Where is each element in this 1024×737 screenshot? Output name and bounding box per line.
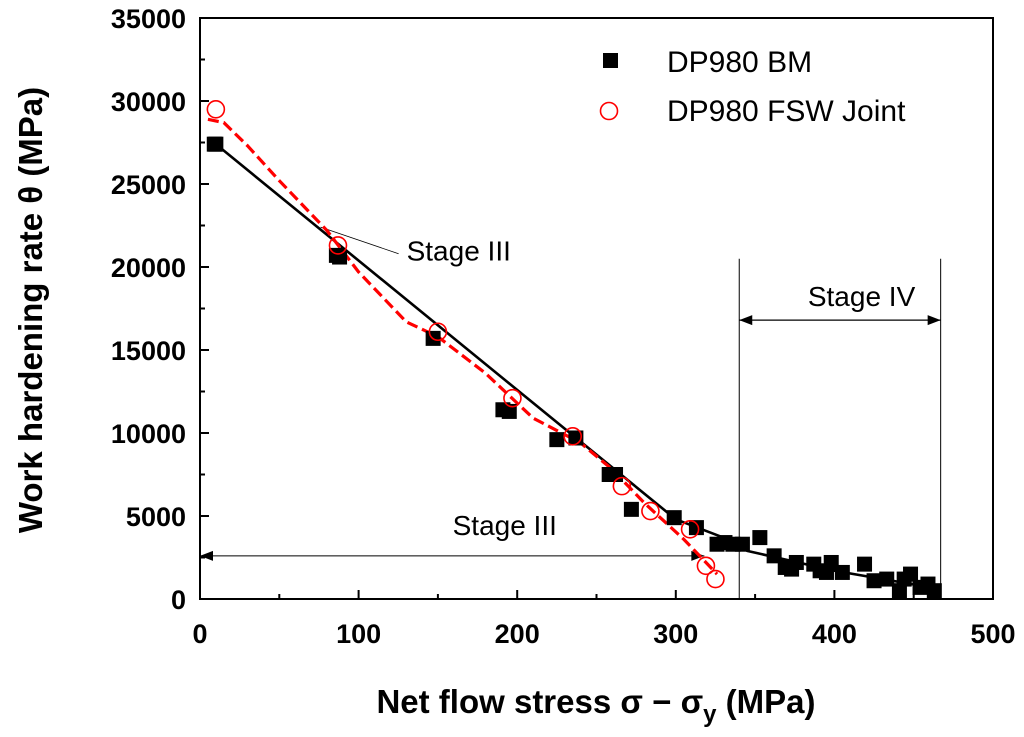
bm-data-point xyxy=(688,520,704,536)
bm-data-point xyxy=(623,501,639,517)
bm-data-point xyxy=(857,556,873,572)
bm-data-point xyxy=(734,536,750,552)
fsw-data-point xyxy=(696,556,716,576)
fsw-data-point xyxy=(503,388,522,408)
x-tick-labels: 0 100 200 300 400 500 xyxy=(192,619,1015,649)
x-axis-title-units: (MPa) xyxy=(717,683,816,720)
fsw-data-point xyxy=(680,519,700,539)
stage-iv-arrow-left xyxy=(739,315,753,326)
x-tick-label: 0 xyxy=(192,619,207,649)
x-tick-label: 400 xyxy=(812,619,857,649)
x-tick-label: 200 xyxy=(495,619,540,649)
legend: DP980 BM DP980 FSW Joint xyxy=(599,46,906,128)
annotation-stage-iii-lower: Stage III xyxy=(453,510,557,541)
bm-data-point xyxy=(332,249,348,265)
stage-iii-arrow-left xyxy=(200,550,213,561)
fsw-data-point xyxy=(328,236,348,255)
bm-data-point xyxy=(766,548,782,564)
annotation-stage-iv: Stage IV xyxy=(808,281,916,312)
bm-fit-line xyxy=(215,143,941,591)
stage-iii-pointer-line xyxy=(320,226,399,255)
bm-data-point xyxy=(788,554,804,570)
x-tick-label: 500 xyxy=(970,619,1015,649)
x-axis-title-main: Net flow stress xyxy=(376,683,620,720)
annotation-lines xyxy=(200,226,942,599)
y-tick-label: 25000 xyxy=(111,170,186,200)
stage-iv-arrow-right xyxy=(927,315,941,326)
bm-data-point xyxy=(903,566,919,582)
legend-marker-bm xyxy=(603,53,618,68)
y-tick-labels: 0 5000 10000 15000 20000 25000 30000 35000 xyxy=(111,4,186,615)
bm-data-point xyxy=(208,136,224,152)
bm-data-point xyxy=(891,583,907,599)
y-tick-label: 10000 xyxy=(111,419,186,449)
y-axis-title: Work hardening rate θ (MPa) xyxy=(12,87,49,533)
fsw-data-point xyxy=(206,100,226,119)
fsw-data-point xyxy=(641,501,660,521)
bm-data-point xyxy=(752,530,768,546)
x-axis-title-minus: − xyxy=(643,683,681,720)
x-axis-title-sigma-y: σ xyxy=(681,683,704,720)
legend-marker-fsw xyxy=(599,101,619,121)
x-tick-label: 100 xyxy=(336,619,381,649)
fsw-data-point xyxy=(706,569,725,589)
x-axis-title-subscript: y xyxy=(703,701,717,728)
y-tick-label: 30000 xyxy=(111,87,186,117)
y-tick-label: 20000 xyxy=(111,253,186,283)
y-tick-label: 15000 xyxy=(111,336,186,366)
fsw-data-point xyxy=(612,476,632,496)
bm-data-point xyxy=(834,564,850,580)
x-axis-title: Net flow stress σ − σy (MPa) xyxy=(376,683,815,728)
y-tick-label: 5000 xyxy=(126,502,186,532)
bm-data-point xyxy=(926,583,942,599)
fsw-data-point xyxy=(428,322,448,342)
annotation-stage-iii-upper: Stage III xyxy=(407,236,511,267)
y-tick-label: 0 xyxy=(171,585,186,615)
data-markers xyxy=(206,100,942,599)
bm-data-point xyxy=(501,403,517,419)
fsw-data-point xyxy=(563,427,583,446)
fsw-fit-line xyxy=(207,117,719,576)
x-axis-title-sigma: σ xyxy=(620,683,643,720)
x-tick-label: 300 xyxy=(653,619,698,649)
bm-data-point xyxy=(666,510,682,526)
legend-label-bm: DP980 BM xyxy=(667,46,812,79)
bm-data-point xyxy=(549,432,565,448)
legend-label-fsw: DP980 FSW Joint xyxy=(667,95,906,128)
fit-lines xyxy=(207,117,941,591)
y-tick-label: 35000 xyxy=(111,4,186,34)
bm-data-point xyxy=(866,573,882,589)
bm-data-point xyxy=(879,571,895,587)
